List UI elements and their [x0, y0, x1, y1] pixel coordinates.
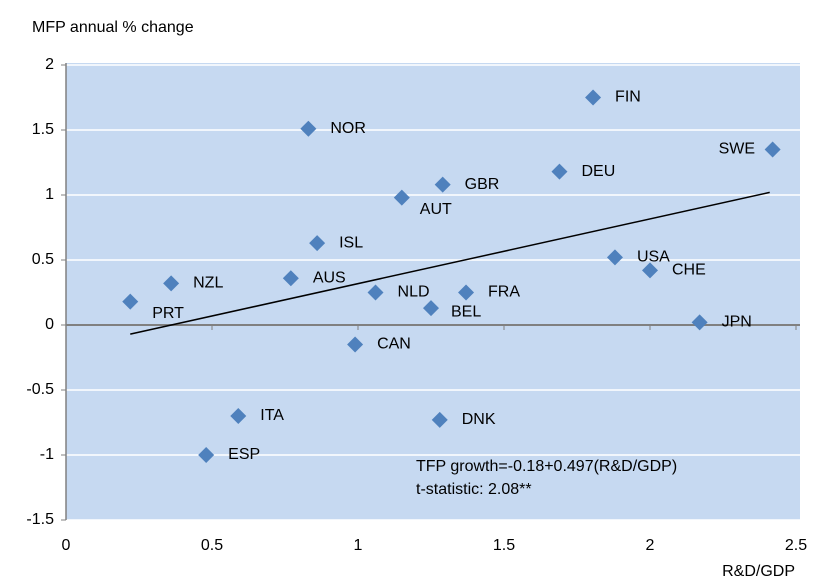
- point-label: ITA: [260, 407, 284, 424]
- point-label: USA: [637, 249, 670, 266]
- point-label: NLD: [398, 284, 430, 301]
- point-label: NOR: [330, 120, 366, 137]
- point: [551, 163, 568, 180]
- x-tick-label: 0.5: [201, 537, 223, 554]
- point: [300, 120, 317, 137]
- point-label: CHE: [672, 262, 706, 279]
- point-label: DEU: [581, 163, 615, 180]
- trendline: [130, 191, 770, 335]
- point: [642, 262, 658, 279]
- x-tick-label: 1: [354, 537, 363, 554]
- point-label: FRA: [488, 284, 520, 301]
- x-tick-label: 2: [646, 537, 655, 554]
- y-tick-label: -0.5: [26, 381, 54, 398]
- point-label: PRT: [152, 305, 184, 322]
- point-label: SWE: [719, 141, 755, 158]
- point: [764, 141, 781, 158]
- y-tick-label: 1: [45, 186, 54, 203]
- point-label: AUT: [420, 201, 452, 218]
- annotation: TFP growth=-0.18+0.497(R&D/GDP): [416, 458, 677, 475]
- point: [282, 270, 299, 287]
- point: [606, 249, 623, 266]
- y-tick-label: -1.5: [26, 511, 54, 528]
- plot-area: [66, 63, 800, 520]
- point-label: GBR: [465, 176, 500, 193]
- point-label: DNK: [462, 411, 496, 428]
- point: [367, 284, 384, 301]
- y-tick-label: 0.5: [32, 251, 54, 268]
- point-label: NZL: [193, 275, 223, 292]
- point-label: FIN: [615, 89, 641, 106]
- point-label: JPN: [722, 314, 752, 331]
- point: [347, 336, 364, 353]
- point-label: BEL: [451, 303, 481, 320]
- point: [691, 314, 708, 331]
- x-tick-label: 2.5: [785, 537, 807, 554]
- x-tick-label: 1.5: [493, 537, 515, 554]
- point: [230, 408, 247, 424]
- x-axis-title: R&D/GDP: [722, 563, 795, 580]
- point: [423, 300, 439, 317]
- point: [431, 411, 448, 428]
- point: [309, 235, 326, 252]
- y-tick-label: -1: [40, 446, 54, 463]
- point-label: ISL: [339, 234, 363, 251]
- point: [458, 284, 475, 301]
- point: [122, 293, 139, 310]
- x-tick-label: 0: [62, 537, 71, 554]
- y-tick-label: 1.5: [32, 121, 54, 138]
- y-tick-label: 2: [45, 56, 54, 73]
- annotation: t-statistic: 2.08**: [416, 481, 532, 498]
- point: [434, 176, 451, 193]
- point: [198, 447, 215, 463]
- point: [393, 189, 410, 206]
- y-axis-title: MFP annual % change: [32, 19, 194, 36]
- point-label: CAN: [377, 336, 411, 353]
- y-tick-label: 0: [45, 316, 54, 333]
- point: [585, 89, 602, 106]
- point-label: ESP: [228, 446, 260, 463]
- point-label: AUS: [313, 269, 346, 286]
- point: [163, 275, 180, 292]
